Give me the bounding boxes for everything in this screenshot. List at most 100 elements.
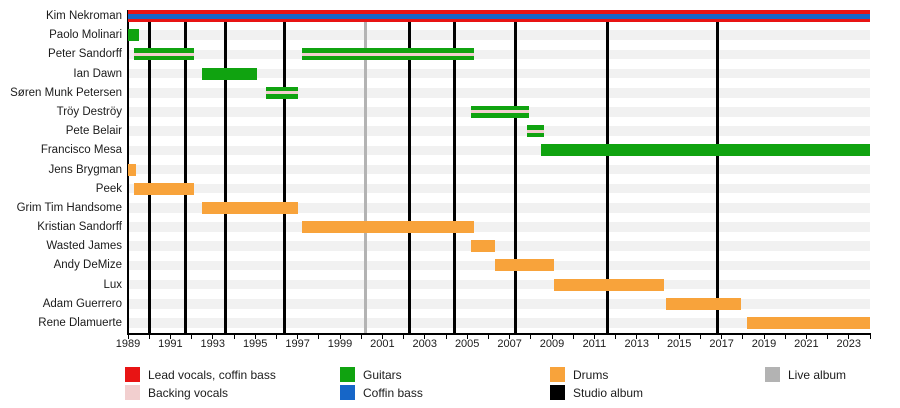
legend-swatch-guitars bbox=[340, 367, 355, 382]
studio-album-line bbox=[408, 10, 412, 333]
legend-item-live_album: Live album bbox=[765, 367, 900, 383]
row-stripe bbox=[128, 68, 870, 79]
member-bar bbox=[526, 125, 544, 138]
axis-tick bbox=[275, 335, 277, 339]
axis-year-label: 2023 bbox=[836, 338, 862, 350]
axis-tick bbox=[339, 335, 341, 339]
x-axis-line bbox=[127, 333, 871, 335]
member-label: Peek bbox=[95, 182, 122, 195]
member-bar bbox=[666, 297, 741, 310]
member-bar bbox=[134, 182, 194, 195]
row-stripe bbox=[128, 49, 870, 60]
secondary-role-stripe bbox=[471, 110, 529, 114]
axis-tick bbox=[805, 335, 807, 339]
axis-tick bbox=[657, 335, 659, 339]
axis-tick bbox=[530, 335, 532, 339]
member-label: Wasted James bbox=[46, 240, 122, 253]
row-stripe bbox=[128, 126, 870, 136]
row-stripe bbox=[128, 299, 870, 309]
legend-item-guitars: Guitars bbox=[340, 367, 550, 383]
member-bar bbox=[128, 29, 139, 42]
axis-tick bbox=[318, 335, 320, 339]
live-album-line bbox=[363, 10, 367, 333]
member-bar bbox=[301, 48, 474, 61]
axis-tick bbox=[572, 335, 574, 339]
legend-swatch-drums bbox=[550, 367, 565, 382]
member-label: Kim Nekroman bbox=[45, 10, 122, 22]
axis-tick bbox=[721, 335, 723, 339]
legend-label: Studio album bbox=[573, 385, 644, 400]
axis-tick bbox=[593, 335, 595, 339]
secondary-role-stripe bbox=[134, 52, 194, 56]
axis-tick bbox=[360, 335, 362, 339]
legend-swatch-live_album bbox=[765, 367, 780, 382]
axis-tick bbox=[191, 335, 193, 339]
axis-year-label: 2015 bbox=[666, 338, 692, 350]
row-stripe bbox=[128, 241, 870, 252]
member-label: Pete Belair bbox=[65, 125, 122, 138]
member-bar bbox=[128, 10, 870, 22]
axis-year-label: 1995 bbox=[242, 338, 268, 350]
member-bar bbox=[128, 163, 137, 176]
axis-year-label: 2001 bbox=[370, 338, 395, 350]
member-bar bbox=[494, 259, 555, 272]
studio-album-line bbox=[452, 10, 456, 333]
studio-album-line bbox=[514, 10, 518, 333]
axis-tick bbox=[466, 335, 468, 339]
legend-label: Coffin bass bbox=[363, 385, 423, 400]
legend-label: Drums bbox=[573, 368, 609, 382]
member-label: Grim Tim Handsome bbox=[16, 201, 122, 214]
axis-tick bbox=[869, 335, 871, 339]
member-label: Ian Dawn bbox=[73, 67, 122, 80]
member-label: Paolo Molinari bbox=[49, 29, 122, 42]
legend-label: Backing vocals bbox=[148, 385, 229, 400]
legend-item-coffin_bass: Coffin bass bbox=[340, 384, 550, 401]
axis-tick bbox=[784, 335, 786, 339]
axis-year-label: 2005 bbox=[454, 338, 480, 350]
legend-label: Guitars bbox=[363, 368, 402, 382]
row-stripe bbox=[128, 279, 870, 290]
member-label: Peter Sandorff bbox=[48, 48, 122, 61]
row-stripe bbox=[128, 183, 870, 194]
studio-album-line bbox=[147, 10, 151, 333]
member-label: Tröy Deströy bbox=[56, 105, 122, 118]
legend-swatch-coffin_bass bbox=[340, 384, 355, 400]
studio-album-line bbox=[183, 10, 187, 333]
member-bar bbox=[301, 221, 474, 234]
studio-album-line bbox=[224, 10, 228, 333]
member-bar bbox=[202, 201, 298, 214]
axis-year-label: 2011 bbox=[582, 338, 607, 350]
member-label: Jens Brygman bbox=[48, 163, 122, 176]
axis-year-label: 2013 bbox=[624, 338, 650, 350]
member-bar bbox=[747, 317, 870, 329]
member-bar bbox=[134, 48, 194, 61]
axis-tick bbox=[678, 335, 680, 339]
legend-item-drums: Drums bbox=[550, 367, 760, 383]
legend-label: Live album bbox=[788, 368, 847, 382]
axis-tick bbox=[127, 335, 129, 339]
row-stripe bbox=[128, 145, 870, 156]
member-label: Andy DeMize bbox=[53, 259, 122, 272]
axis-tick bbox=[148, 335, 150, 339]
member-label: Søren Munk Petersen bbox=[10, 86, 122, 99]
studio-album-line bbox=[605, 10, 609, 333]
axis-tick bbox=[763, 335, 765, 339]
axis-tick bbox=[169, 335, 171, 339]
member-label: Francisco Mesa bbox=[40, 144, 122, 157]
axis-tick bbox=[212, 335, 214, 339]
axis-year-label: 1989 bbox=[115, 338, 141, 350]
axis-year-label: 2021 bbox=[794, 338, 819, 350]
axis-year-label: 2017 bbox=[709, 338, 734, 350]
member-label: Kristian Sandorff bbox=[37, 221, 122, 234]
axis-tick bbox=[233, 335, 235, 339]
legend-label: Lead vocals, coffin bass bbox=[148, 368, 276, 382]
member-bar bbox=[265, 86, 298, 99]
axis-year-label: 1999 bbox=[327, 338, 353, 350]
secondary-role-stripe bbox=[526, 129, 544, 133]
legend-item-backing_vocals: Backing vocals bbox=[125, 384, 335, 401]
axis-tick bbox=[403, 335, 405, 339]
member-bar bbox=[471, 105, 529, 118]
row-stripe bbox=[128, 222, 870, 232]
secondary-role-stripe bbox=[128, 13, 870, 19]
